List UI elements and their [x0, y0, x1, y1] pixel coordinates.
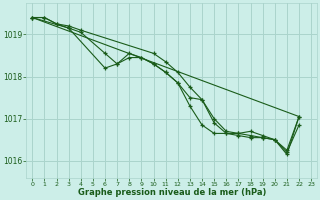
X-axis label: Graphe pression niveau de la mer (hPa): Graphe pression niveau de la mer (hPa)	[77, 188, 266, 197]
